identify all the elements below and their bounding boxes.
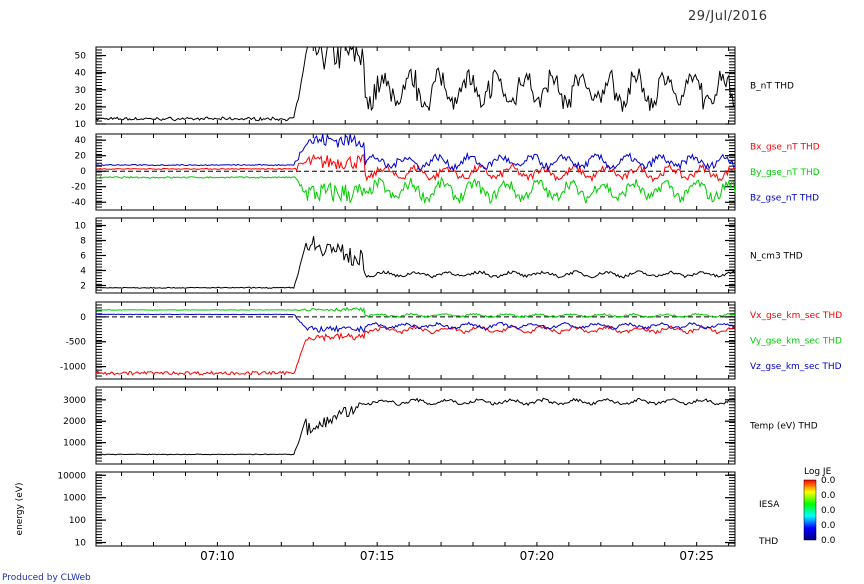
- series-line: [95, 236, 736, 289]
- panel-right-label: THD: [758, 537, 778, 547]
- legend-label: Bz_gse_nT THD: [750, 193, 819, 203]
- y-tick-label: 3000: [63, 396, 86, 406]
- panel-frame: [95, 217, 736, 294]
- y-tick-label: 10: [75, 222, 87, 232]
- y-tick-label: 4: [80, 267, 86, 277]
- series-line: [96, 313, 736, 334]
- y-tick-label: 6: [80, 252, 86, 262]
- series-line: [95, 45, 736, 122]
- panel-frame: [95, 301, 736, 380]
- series-line: [95, 397, 736, 456]
- y-tick-label: 10: [75, 539, 87, 549]
- legend-label: Bx_gse_nT THD: [750, 143, 820, 153]
- legend-label: Vz_gse_km_sec THD: [750, 362, 842, 372]
- legend-label: Temp (eV) THD: [749, 422, 818, 432]
- y-tick-label: 0: [80, 313, 86, 323]
- colorbar-tick-label: 0.0: [821, 491, 836, 501]
- y-tick-label: 2000: [63, 417, 86, 427]
- series-line: [95, 324, 736, 376]
- credit-link[interactable]: Produced by CLWeb: [2, 573, 91, 583]
- y-tick-label: 2: [80, 282, 86, 292]
- panel-frame: [95, 471, 736, 547]
- y-tick-label: 40: [75, 136, 87, 146]
- legend-label: Vx_gse_km_sec THD: [750, 311, 842, 321]
- legend-label: B_nT THD: [750, 82, 794, 92]
- x-tick-label: 07:25: [679, 549, 714, 563]
- y-tick-label: -40: [71, 198, 86, 208]
- y-tick-label: 0: [80, 167, 86, 177]
- panel-frame: [95, 46, 736, 125]
- y-tick-label: 20: [75, 103, 87, 113]
- y-tick-label: 100: [69, 516, 86, 526]
- series-line: [95, 306, 736, 319]
- legend-label: Vy_gse_km_sec THD: [750, 337, 842, 347]
- legend-label: By_gse_nT THD: [750, 168, 820, 178]
- series-line: [95, 132, 736, 173]
- y-tick-label: 8: [80, 237, 86, 247]
- y-tick-label: 10: [75, 120, 87, 130]
- y-tick-label: -500: [66, 338, 87, 348]
- colorbar-title: Log JE: [804, 467, 832, 477]
- colorbar-tick-label: 0.0: [821, 536, 836, 546]
- panel-right-label: IESA: [759, 500, 780, 510]
- y-tick-label: 40: [75, 69, 87, 79]
- y-tick-label: -1000: [60, 363, 86, 373]
- colorbar-tick-label: 0.0: [821, 506, 836, 516]
- legend-label: N_cm3 THD: [750, 252, 803, 262]
- y-tick-label: 10000: [57, 471, 86, 481]
- y-tick-label: -20: [71, 183, 86, 193]
- colorbar: [803, 479, 817, 541]
- colorbar-tick-label: 0.0: [821, 476, 836, 486]
- series-line: [96, 154, 736, 183]
- y-axis-label: energy (eV): [15, 483, 25, 536]
- y-tick-label: 1000: [63, 439, 86, 449]
- x-tick-label: 07:10: [200, 549, 235, 563]
- x-tick-label: 07:15: [360, 549, 395, 563]
- colorbar-tick-label: 0.0: [821, 521, 836, 531]
- y-tick-label: 30: [75, 86, 87, 96]
- x-tick-label: 07:20: [520, 549, 555, 563]
- y-tick-label: 20: [75, 152, 87, 162]
- series-line: [96, 175, 736, 205]
- panel-frame: [95, 133, 736, 211]
- y-tick-label: 50: [75, 52, 87, 62]
- date-label: 29/Jul/2016: [688, 9, 768, 24]
- y-tick-label: 1000: [63, 494, 86, 504]
